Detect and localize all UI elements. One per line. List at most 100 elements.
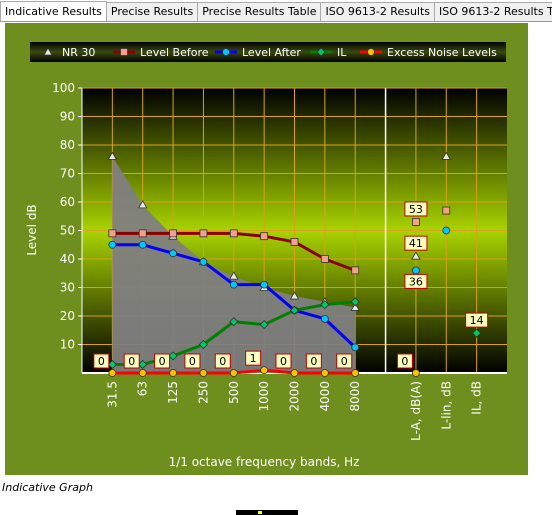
marker: [367, 48, 375, 56]
marker: [108, 229, 117, 238]
data-label: 53: [409, 203, 423, 216]
marker: [169, 249, 177, 258]
marker: [260, 366, 269, 375]
y-tick-label: 70: [60, 167, 75, 181]
x-tick-label: IL, dB: [470, 381, 484, 415]
x-tick-label: 63: [136, 381, 150, 396]
marker: [138, 359, 148, 370]
marker: [108, 369, 117, 377]
data-label: 0: [310, 355, 317, 368]
legend-item: Level Before: [113, 46, 209, 59]
tab-bar: Indicative Results Precise Results Precise…: [0, 0, 552, 22]
data-label-box: [214, 353, 231, 369]
data-label-box: [123, 353, 140, 369]
marker: [442, 206, 451, 215]
x-tick-label: 500: [227, 381, 241, 404]
y-tick-label: 60: [60, 195, 75, 209]
data-label: 0: [280, 355, 287, 368]
marker: [138, 240, 147, 249]
data-label-box: [154, 353, 171, 369]
marker: [107, 359, 117, 370]
data-label-box: [336, 353, 353, 369]
data-label-box: [275, 353, 292, 369]
data-label-box: [305, 353, 322, 369]
marker: [316, 47, 326, 57]
tab[interactable]: ISO 9613-2 Results: [320, 2, 436, 21]
icon: [258, 511, 262, 514]
legend-item: IL: [310, 46, 347, 59]
data-label: 0: [189, 355, 196, 368]
marker: [199, 257, 208, 266]
marker: [199, 369, 208, 377]
legend-item: NR 30: [43, 46, 95, 59]
marker: [198, 339, 208, 350]
marker: [229, 369, 238, 377]
data-label: 0: [219, 355, 226, 368]
y-tick-label: 30: [60, 281, 75, 295]
marker: [289, 291, 300, 300]
x-tick-label: 125: [166, 381, 180, 404]
marker: [259, 319, 269, 330]
marker: [229, 271, 239, 280]
marker: [260, 280, 269, 289]
data-label-box: [396, 353, 413, 369]
data-label: 0: [128, 355, 135, 368]
marker: [290, 369, 299, 377]
data-label: 41: [409, 237, 423, 250]
marker: [289, 305, 300, 315]
legend-label: Excess Noise Levels: [387, 46, 497, 59]
caption: Indicative Graph: [2, 481, 93, 494]
legend-item: Level After: [215, 46, 301, 59]
marker: [43, 47, 53, 56]
legend-label: Level After: [242, 46, 301, 59]
marker: [120, 48, 128, 56]
x-tick-label: L-A, dB(A): [409, 381, 423, 441]
data-label-box: [184, 353, 201, 369]
tab[interactable]: Precise Results: [105, 2, 199, 21]
marker: [169, 229, 177, 238]
area-fill: [112, 156, 356, 373]
marker: [169, 369, 177, 377]
data-label-box: [93, 353, 110, 369]
y-tick-label: 100: [52, 81, 75, 95]
data-label: 0: [401, 355, 408, 368]
tab[interactable]: ISO 9613-2 Results Table: [434, 2, 552, 21]
marker: [350, 297, 360, 307]
marker: [320, 300, 330, 310]
y-tick-label: 90: [60, 110, 75, 124]
marker: [351, 369, 360, 377]
data-label: 0: [159, 355, 166, 368]
marker: [350, 302, 360, 311]
marker: [442, 226, 451, 235]
x-tick-label: 250: [196, 381, 210, 404]
marker: [412, 369, 420, 377]
data-label: 0: [98, 355, 105, 368]
data-label-box: [404, 201, 428, 217]
x-tick-label: 2000: [288, 381, 302, 412]
marker: [229, 280, 238, 289]
y-tick-label: 10: [60, 338, 75, 352]
marker: [168, 351, 178, 361]
data-label-box: [404, 235, 428, 251]
marker: [108, 240, 117, 249]
marker: [351, 343, 360, 352]
legend-label: Level Before: [140, 46, 209, 59]
marker: [412, 266, 420, 275]
marker: [107, 151, 118, 160]
marker: [138, 369, 147, 377]
marker: [260, 232, 269, 241]
legend-bar: [30, 42, 506, 62]
marker: [229, 229, 238, 238]
data-label: 1: [250, 352, 257, 365]
marker: [222, 48, 230, 56]
tab[interactable]: Indicative Results: [0, 1, 107, 21]
marker: [138, 200, 148, 209]
x-tick-label: L-lin, dB: [439, 381, 453, 430]
x-tick-label: 31.5: [105, 381, 119, 408]
marker: [199, 229, 208, 238]
data-label-box: [465, 312, 489, 328]
y-tick-label: 50: [60, 224, 75, 238]
marker: [138, 229, 147, 238]
marker: [290, 237, 299, 246]
